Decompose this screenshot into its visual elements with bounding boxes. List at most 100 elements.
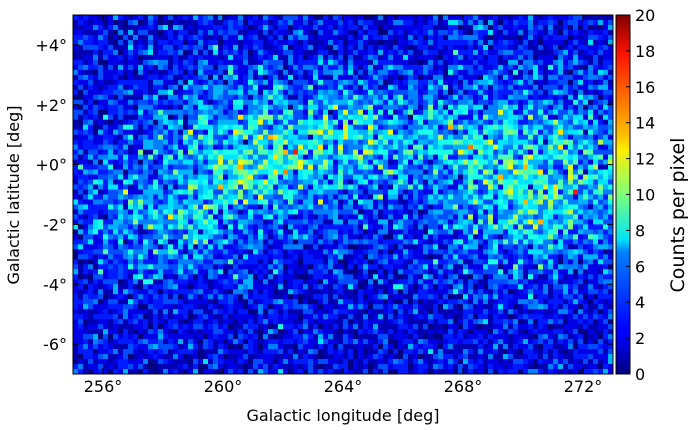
heatmap-cell bbox=[318, 129, 324, 136]
heatmap-cell bbox=[78, 194, 84, 200]
heatmap-cell bbox=[368, 69, 374, 76]
heatmap-cell bbox=[78, 159, 84, 165]
heatmap-cell bbox=[293, 69, 299, 76]
heatmap-cell bbox=[443, 29, 449, 36]
heatmap-cell bbox=[518, 129, 524, 136]
heatmap-cell bbox=[103, 189, 109, 195]
heatmap-cell bbox=[183, 39, 189, 46]
heatmap-cell bbox=[393, 84, 399, 91]
heatmap-cell bbox=[423, 159, 429, 165]
heatmap-cell bbox=[493, 229, 499, 235]
heatmap-cell bbox=[553, 74, 559, 81]
heatmap-cell bbox=[533, 94, 539, 101]
heatmap-cell bbox=[348, 234, 354, 240]
heatmap-cell bbox=[543, 194, 549, 200]
heatmap-cell bbox=[548, 149, 554, 155]
heatmap-cell bbox=[288, 84, 294, 91]
heatmap-cell bbox=[168, 239, 174, 245]
heatmap-cell bbox=[73, 54, 79, 61]
heatmap-cell bbox=[498, 124, 504, 131]
heatmap-cell bbox=[498, 179, 504, 185]
heatmap-cell bbox=[373, 169, 379, 175]
heatmap-cell bbox=[153, 19, 159, 26]
heatmap-cell bbox=[113, 214, 119, 220]
heatmap-cell bbox=[133, 194, 139, 200]
heatmap-cell bbox=[208, 129, 214, 136]
heatmap-cell bbox=[278, 149, 284, 155]
heatmap-cell bbox=[258, 194, 264, 200]
heatmap-cell bbox=[133, 15, 139, 21]
heatmap-cell bbox=[428, 69, 434, 76]
heatmap-cell bbox=[603, 159, 609, 165]
heatmap-cell bbox=[453, 194, 459, 200]
heatmap-cell bbox=[108, 179, 114, 185]
heatmap-cell bbox=[568, 129, 574, 136]
heatmap-cell bbox=[93, 39, 99, 46]
heatmap-cell bbox=[218, 159, 224, 165]
heatmap-cell bbox=[523, 214, 529, 220]
heatmap-cell bbox=[568, 164, 574, 170]
heatmap-cell bbox=[178, 49, 184, 56]
heatmap-cell bbox=[143, 109, 149, 116]
heatmap-cell bbox=[108, 79, 114, 86]
heatmap-cell bbox=[98, 84, 104, 91]
heatmap-cell bbox=[483, 159, 489, 165]
heatmap-cell bbox=[543, 169, 549, 175]
heatmap-cell bbox=[603, 199, 609, 205]
heatmap-cell bbox=[428, 15, 434, 21]
heatmap-cell bbox=[333, 149, 339, 155]
heatmap-cell bbox=[288, 24, 294, 31]
heatmap-cell bbox=[323, 134, 329, 141]
heatmap-cell bbox=[393, 59, 399, 66]
heatmap-cell bbox=[218, 209, 224, 215]
heatmap-cell bbox=[223, 174, 229, 180]
heatmap-cell bbox=[538, 119, 544, 126]
heatmap-cell bbox=[563, 174, 569, 180]
heatmap-cell bbox=[178, 34, 184, 41]
heatmap-cell bbox=[313, 74, 319, 81]
heatmap-cell bbox=[593, 19, 599, 26]
heatmap-cell bbox=[338, 84, 344, 91]
heatmap-cell bbox=[508, 219, 514, 225]
heatmap-cell bbox=[288, 229, 294, 235]
heatmap-cell bbox=[278, 29, 284, 36]
heatmap-cell bbox=[438, 79, 444, 86]
heatmap-cell bbox=[208, 44, 214, 51]
heatmap-cell bbox=[353, 214, 359, 220]
heatmap-cell bbox=[428, 74, 434, 81]
heatmap-cell bbox=[298, 189, 304, 195]
heatmap-cell bbox=[148, 129, 154, 136]
heatmap-cell bbox=[393, 229, 399, 235]
heatmap-cell bbox=[348, 144, 354, 150]
heatmap-cell bbox=[363, 69, 369, 76]
heatmap-cell bbox=[243, 94, 249, 101]
heatmap-cell bbox=[163, 69, 169, 76]
heatmap-cell bbox=[393, 64, 399, 71]
heatmap-cell bbox=[233, 15, 239, 21]
heatmap-cell bbox=[583, 39, 589, 46]
heatmap-cell bbox=[498, 144, 504, 150]
heatmap-cell bbox=[578, 34, 584, 41]
heatmap-cell bbox=[148, 229, 154, 235]
heatmap-cell bbox=[173, 39, 179, 46]
heatmap-cell bbox=[283, 99, 289, 106]
heatmap-cell bbox=[423, 229, 429, 235]
heatmap-cell bbox=[493, 204, 499, 210]
heatmap-cell bbox=[488, 15, 494, 21]
heatmap-cell bbox=[168, 229, 174, 235]
heatmap-cell bbox=[573, 119, 579, 126]
heatmap-cell bbox=[148, 244, 154, 250]
heatmap-cell bbox=[403, 169, 409, 175]
heatmap-cell bbox=[103, 144, 109, 150]
heatmap-cell bbox=[578, 119, 584, 126]
heatmap-cell bbox=[433, 199, 439, 205]
heatmap-cell bbox=[598, 59, 604, 66]
heatmap-cell bbox=[213, 154, 219, 160]
heatmap-cell bbox=[438, 84, 444, 91]
heatmap-cell bbox=[298, 119, 304, 126]
heatmap-cell bbox=[258, 214, 264, 220]
heatmap-cell bbox=[563, 124, 569, 131]
heatmap-cell bbox=[318, 119, 324, 126]
heatmap-cell bbox=[483, 79, 489, 86]
heatmap-cell bbox=[393, 29, 399, 36]
